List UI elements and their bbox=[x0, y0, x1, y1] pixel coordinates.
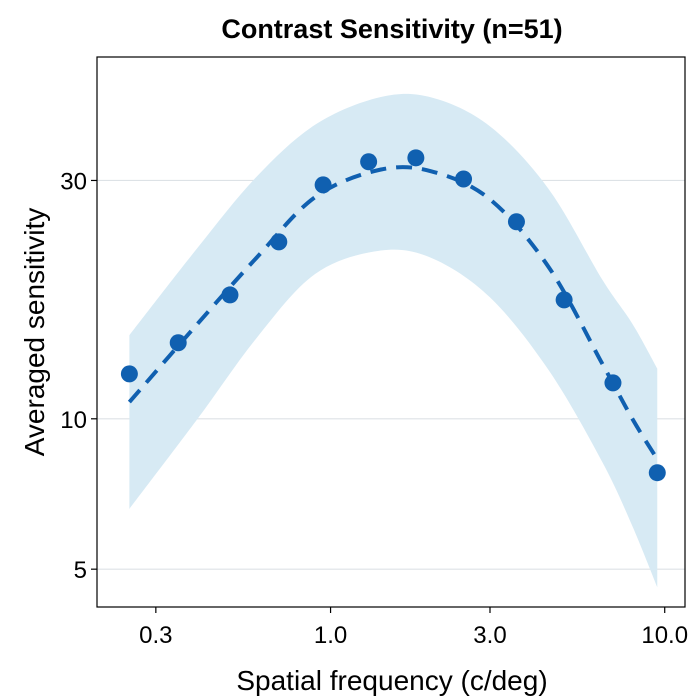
y-tick-label: 5 bbox=[74, 557, 87, 584]
fit-curve bbox=[127, 165, 659, 461]
data-point bbox=[169, 334, 187, 352]
data-point bbox=[221, 286, 239, 304]
y-axis-ticks: 5 10 30 bbox=[60, 168, 97, 584]
confidence-band-layer bbox=[129, 93, 658, 588]
data-point bbox=[360, 153, 378, 171]
data-point bbox=[270, 233, 288, 251]
data-point bbox=[120, 365, 138, 383]
y-tick-label: 10 bbox=[60, 407, 87, 434]
data-point bbox=[648, 464, 666, 482]
plot-border bbox=[96, 56, 686, 608]
data-point bbox=[407, 149, 425, 167]
data-point bbox=[507, 213, 525, 231]
x-axis-ticks: 0.3 1.0 3.0 10.0 bbox=[139, 607, 688, 649]
confidence-band bbox=[129, 93, 658, 588]
y-tick-label: 30 bbox=[60, 168, 87, 195]
data-point bbox=[604, 374, 622, 392]
chart-title: Contrast Sensitivity (n=51) bbox=[221, 14, 562, 44]
x-axis-title: Spatial frequency (c/deg) bbox=[236, 665, 547, 696]
x-tick-label: 0.3 bbox=[139, 622, 172, 649]
x-tick-label: 3.0 bbox=[473, 622, 506, 649]
x-tick-label: 10.0 bbox=[641, 622, 688, 649]
y-axis-title: Averaged sensitivity bbox=[19, 208, 50, 457]
x-tick-label: 1.0 bbox=[314, 622, 347, 649]
data-point bbox=[555, 291, 573, 309]
data-point bbox=[455, 170, 473, 188]
fit-curve-layer bbox=[127, 165, 659, 461]
data-points-layer bbox=[120, 149, 666, 482]
data-point bbox=[314, 176, 332, 194]
